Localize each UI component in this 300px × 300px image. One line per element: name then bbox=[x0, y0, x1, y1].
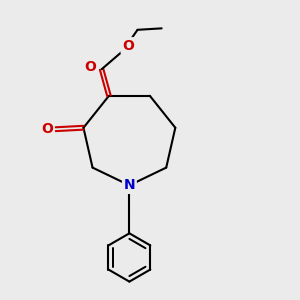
Text: O: O bbox=[41, 122, 53, 136]
Text: O: O bbox=[85, 60, 96, 74]
Text: O: O bbox=[122, 39, 134, 53]
Text: N: N bbox=[124, 178, 135, 192]
